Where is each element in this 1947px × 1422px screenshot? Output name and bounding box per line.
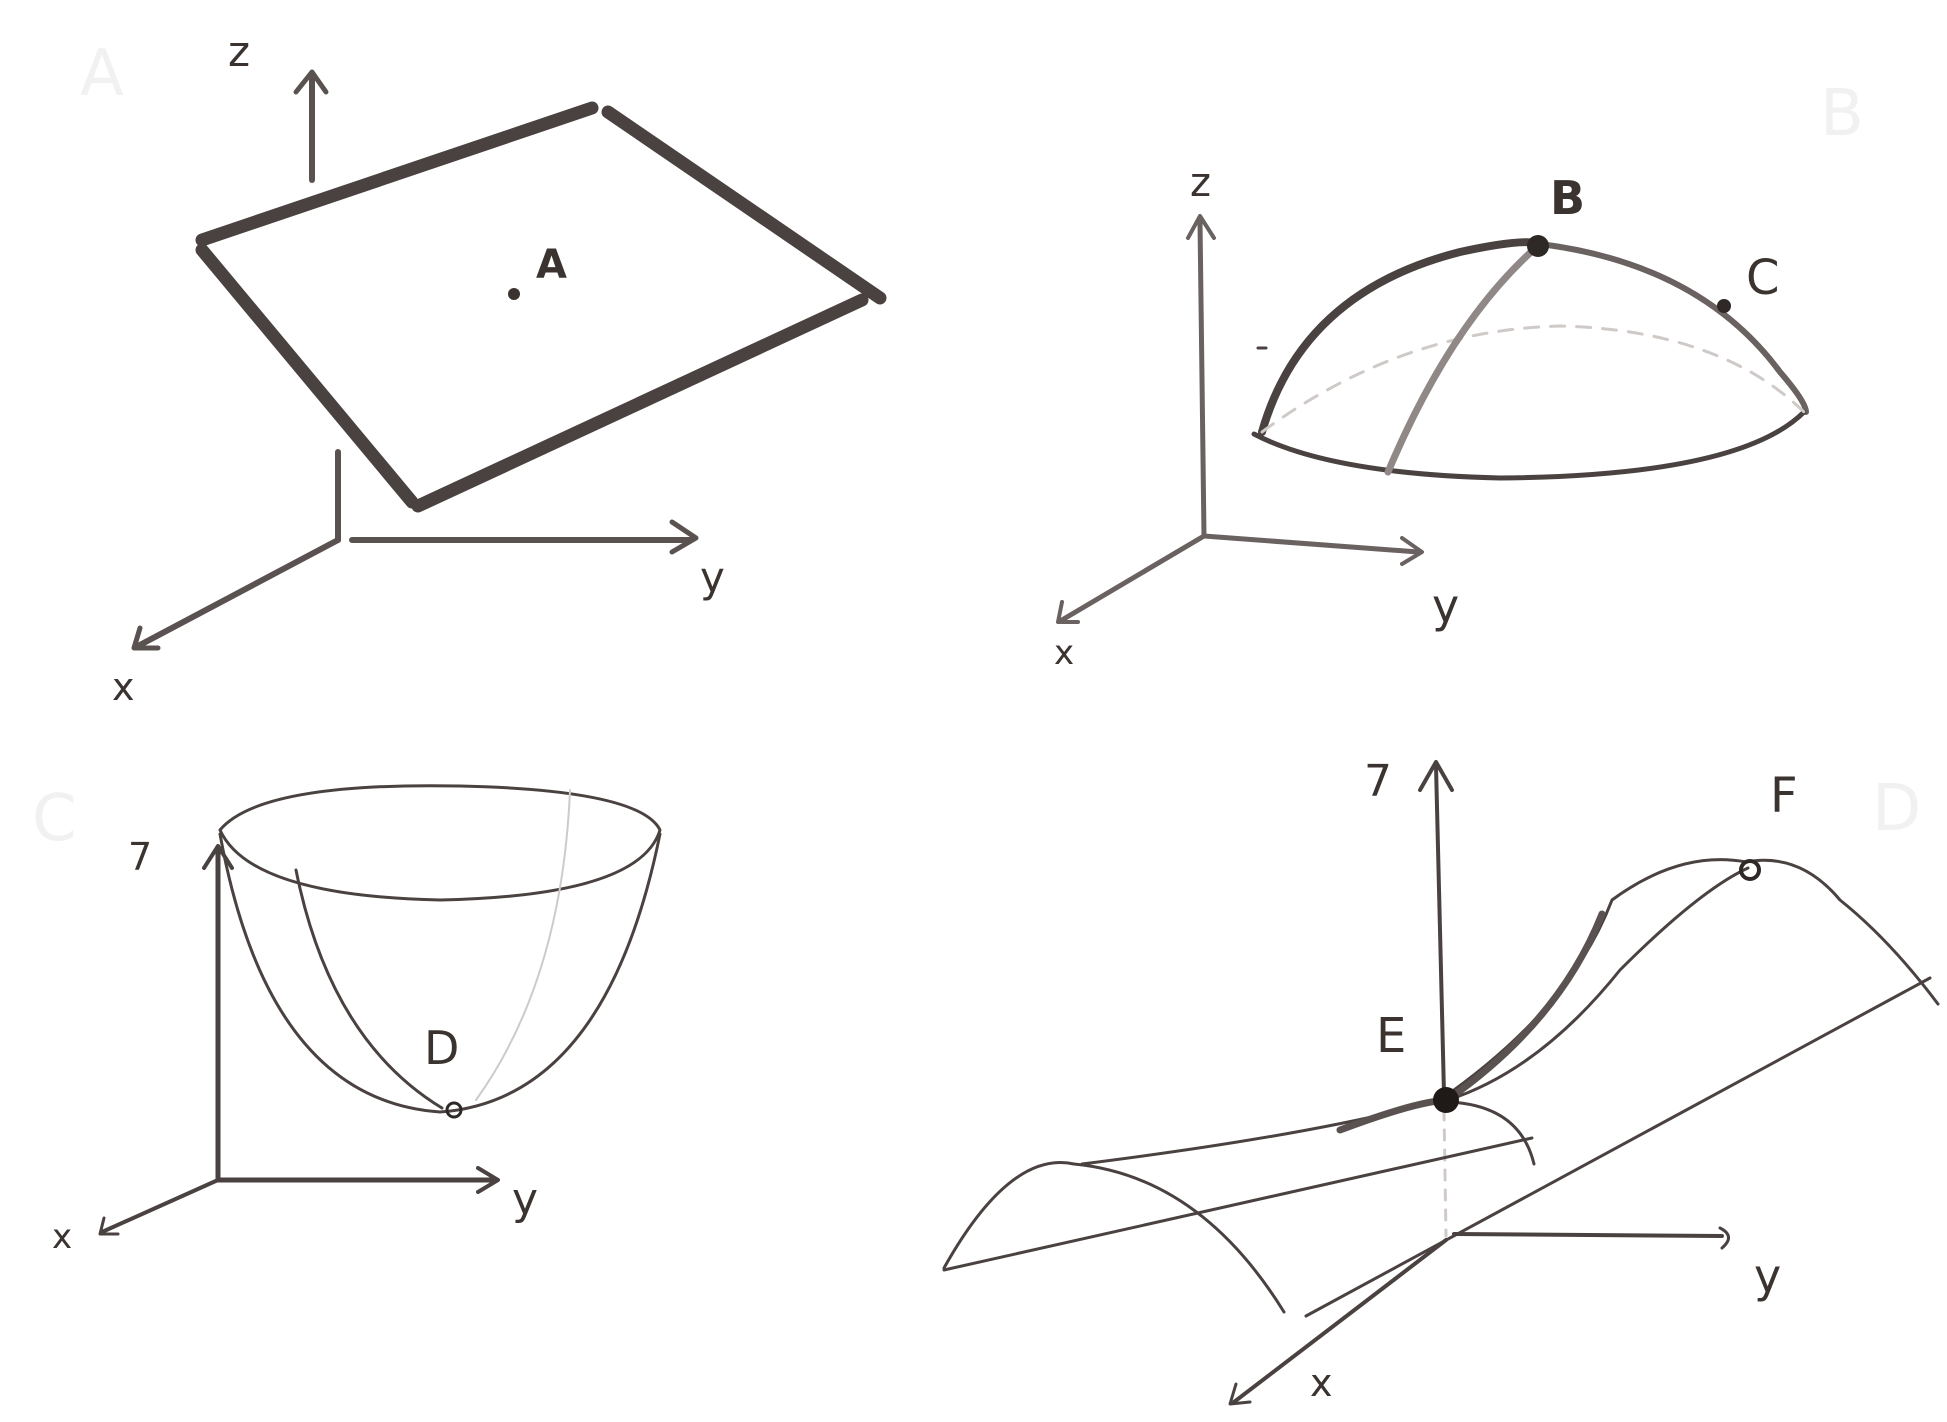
y-axis-arrowhead bbox=[1400, 536, 1424, 566]
panel-c: C 7 y x D bbox=[32, 782, 662, 1257]
saddle-far-edge bbox=[1304, 976, 1932, 1318]
point-c-label: C bbox=[1746, 250, 1780, 306]
x-axis-line bbox=[1059, 533, 1207, 623]
saddle-upper-shading bbox=[1446, 910, 1606, 1102]
z-axis-line bbox=[1197, 219, 1207, 539]
x-axis-arrowhead bbox=[1228, 1382, 1252, 1406]
dome-base-front bbox=[1251, 409, 1807, 481]
point-a-marker bbox=[508, 288, 520, 300]
z-axis-label-b: z bbox=[1190, 160, 1211, 206]
z-axis-label-c: 7 bbox=[128, 835, 152, 879]
z-axis-arrowhead bbox=[1186, 214, 1216, 240]
panel-letter-b: B bbox=[1820, 77, 1864, 151]
saddle-right-cap bbox=[1744, 858, 1940, 1006]
x-axis-arrowhead bbox=[1056, 600, 1080, 624]
y-axis-label-a: y bbox=[700, 553, 725, 602]
x-axis-label-d: x bbox=[1310, 1361, 1333, 1405]
point-d-label: D bbox=[424, 1021, 459, 1075]
point-b-marker bbox=[1527, 235, 1549, 257]
x-axis-label-a: x bbox=[112, 665, 135, 709]
bowl-back-meridian bbox=[475, 789, 571, 1101]
y-axis-arrowhead bbox=[476, 1166, 500, 1194]
y-axis-label-b: y bbox=[1432, 579, 1459, 633]
saddle-left-cap bbox=[942, 1161, 1286, 1314]
y-axis-line bbox=[1452, 1232, 1724, 1238]
panel-letter-c: C bbox=[32, 782, 77, 856]
z-axis-label-a: z bbox=[228, 27, 250, 76]
saddle-front-edge bbox=[942, 1136, 1534, 1272]
dome-left-edge bbox=[1258, 238, 1544, 436]
point-d-marker bbox=[445, 1101, 463, 1119]
saddle-ridge-curve bbox=[1080, 858, 1748, 1166]
z-axis-hidden-part bbox=[1442, 1108, 1448, 1238]
x-axis-arrowhead bbox=[98, 1216, 120, 1236]
panel-a: A z y x A bbox=[80, 27, 887, 709]
dome-base-back-dashed bbox=[1260, 324, 1806, 434]
x-axis-label-b: x bbox=[1054, 633, 1074, 673]
z-axis-label-d: 7 bbox=[1364, 756, 1392, 807]
saddle-cross-curve bbox=[1448, 1100, 1536, 1166]
dome-meridian bbox=[1384, 240, 1544, 476]
y-axis-label-c: y bbox=[512, 1174, 538, 1225]
point-e-label: E bbox=[1376, 1008, 1406, 1064]
panel-d: D 7 y x E F bbox=[942, 756, 1940, 1406]
saddle-line-e-to-f bbox=[1446, 866, 1750, 1102]
x-axis-arrowhead bbox=[131, 625, 161, 651]
panel-b: B z y x B C bbox=[1054, 77, 1864, 673]
dome-right-edge bbox=[1537, 241, 1809, 415]
point-f-label: F bbox=[1770, 768, 1798, 824]
point-c-marker bbox=[1717, 299, 1731, 313]
panel-letter-a: A bbox=[80, 37, 124, 111]
bowl-left-meridian bbox=[294, 868, 444, 1110]
y-axis-label-d: y bbox=[1754, 1249, 1781, 1303]
bowl-outline bbox=[218, 832, 662, 1114]
y-axis-arrowhead bbox=[1718, 1226, 1730, 1250]
z-axis-arrowhead bbox=[202, 844, 234, 870]
y-axis-line bbox=[1201, 533, 1421, 555]
z-axis-arrowhead bbox=[293, 69, 329, 95]
point-f-marker bbox=[1739, 859, 1761, 881]
panel-letter-d: D bbox=[1872, 772, 1921, 846]
x-axis-label-c: x bbox=[52, 1217, 72, 1257]
x-axis-line bbox=[135, 537, 341, 649]
saddle-left-shading bbox=[1336, 1096, 1454, 1134]
x-axis-line bbox=[100, 1178, 220, 1234]
x-axis-line bbox=[1232, 1238, 1448, 1404]
z-axis-arrowhead bbox=[1418, 760, 1454, 792]
point-b-label: B bbox=[1550, 171, 1585, 225]
bowl-rim bbox=[218, 784, 662, 902]
y-axis-arrowhead bbox=[669, 519, 699, 555]
plane-outline bbox=[195, 101, 887, 513]
point-a-label: A bbox=[536, 242, 567, 288]
point-e-marker bbox=[1433, 1087, 1459, 1113]
z-axis-line bbox=[1434, 764, 1446, 1096]
